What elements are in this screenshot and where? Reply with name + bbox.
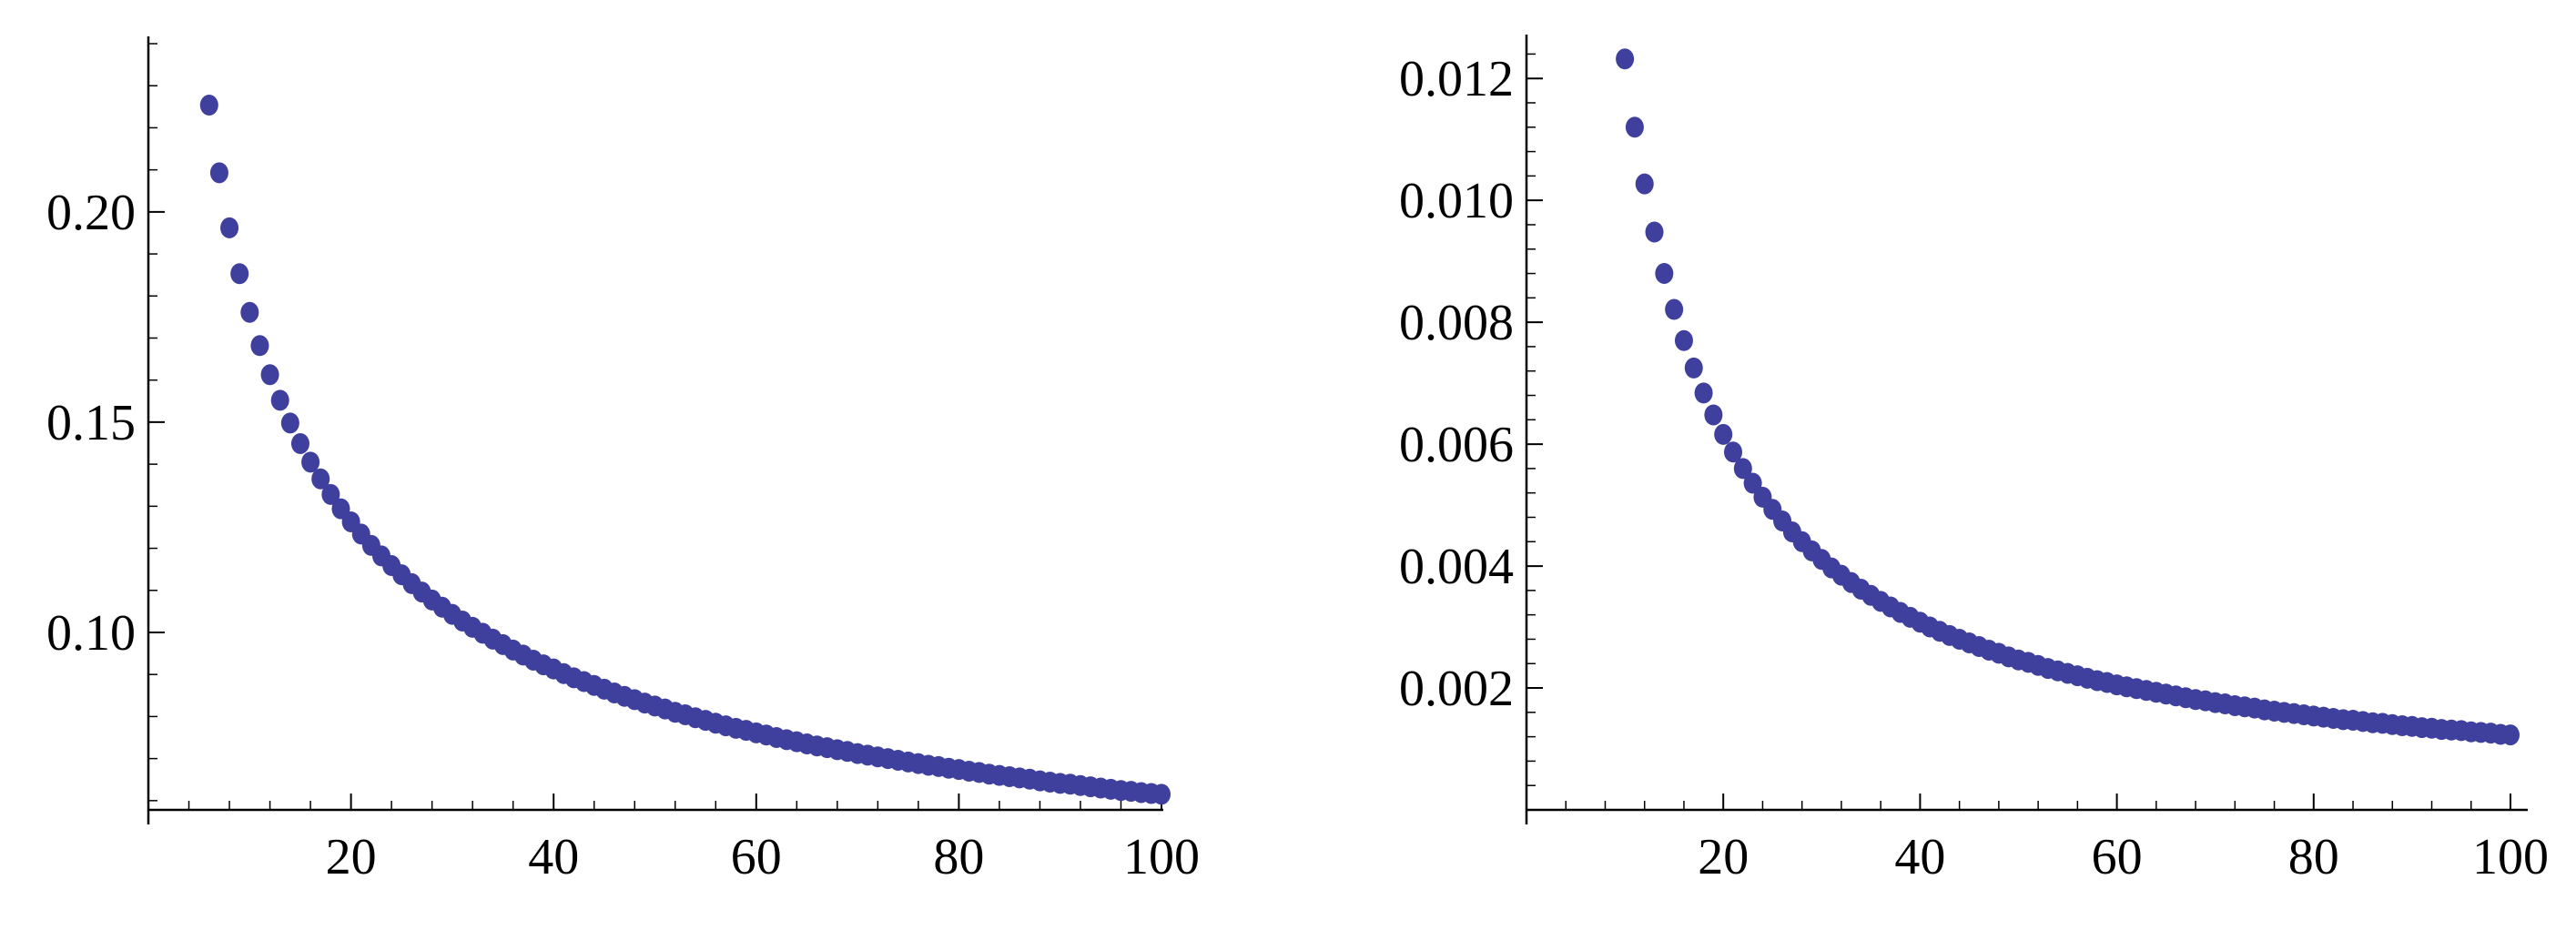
data-point <box>280 412 299 434</box>
x-tick-label: 60 <box>731 829 782 885</box>
data-point <box>209 162 228 184</box>
y-tick-label: 0.008 <box>1399 295 1514 351</box>
data-point <box>240 301 259 323</box>
data-point <box>220 217 239 238</box>
y-tick-labels: 0.002 0.004 0.006 0.008 0.010 0.012 <box>1399 51 1514 717</box>
y-tick-label: 0.15 <box>46 395 136 451</box>
x-tick-label: 40 <box>528 829 579 885</box>
y-tick-labels: 0.10 0.15 0.20 <box>46 185 136 662</box>
data-point <box>321 483 340 505</box>
x-tick-label: 60 <box>2092 829 2143 885</box>
axes <box>147 36 1163 824</box>
y-tick-label: 0.012 <box>1399 51 1514 107</box>
x-tick-label: 20 <box>1698 829 1749 885</box>
data-point <box>270 389 289 411</box>
data-point <box>250 335 269 357</box>
data-point <box>1152 783 1171 805</box>
data-point <box>1694 382 1713 404</box>
data-point <box>301 451 320 473</box>
data-point <box>199 94 218 116</box>
data-point <box>1733 458 1752 480</box>
y-tick-label: 0.10 <box>46 605 136 662</box>
x-tick-label: 40 <box>1894 829 1945 885</box>
data-point <box>2501 724 2520 746</box>
right-scatter-plot: 20 40 60 80 100 0.002 0.004 0.006 0.008 0.010 0.01… <box>1399 35 2549 885</box>
data-series <box>199 94 1171 805</box>
data-point <box>1625 116 1644 138</box>
data-point <box>290 432 309 454</box>
data-point <box>1704 404 1723 426</box>
data-point <box>230 263 249 285</box>
data-series <box>1616 48 2520 746</box>
data-point <box>1743 472 1762 494</box>
data-point <box>311 468 330 490</box>
data-point <box>1674 329 1693 351</box>
left-scatter-plot: 20 40 60 80 100 0.10 0.15 0.20 <box>46 36 1200 885</box>
x-tick-label: 100 <box>2472 829 2549 885</box>
axes <box>1525 35 2528 824</box>
data-point <box>1635 173 1654 195</box>
y-tick-label: 0.002 <box>1399 661 1514 717</box>
y-tick-label: 0.010 <box>1399 173 1514 229</box>
data-point <box>1645 221 1664 243</box>
data-point <box>1616 48 1635 70</box>
data-point <box>1655 263 1674 285</box>
data-point <box>1684 357 1703 379</box>
x-tick-labels: 20 40 60 80 100 <box>326 829 1200 885</box>
y-tick-label: 0.004 <box>1399 539 1514 595</box>
data-point <box>1714 423 1733 445</box>
data-point <box>1665 298 1684 320</box>
y-tick-label: 0.20 <box>46 185 136 241</box>
x-tick-label: 20 <box>326 829 377 885</box>
y-tick-label: 0.006 <box>1399 417 1514 473</box>
data-point <box>1724 441 1743 463</box>
x-tick-label: 80 <box>933 829 984 885</box>
x-tick-label: 80 <box>2288 829 2339 885</box>
x-tick-labels: 20 40 60 80 100 <box>1698 829 2549 885</box>
x-tick-label: 100 <box>1123 829 1200 885</box>
data-point <box>260 364 279 386</box>
